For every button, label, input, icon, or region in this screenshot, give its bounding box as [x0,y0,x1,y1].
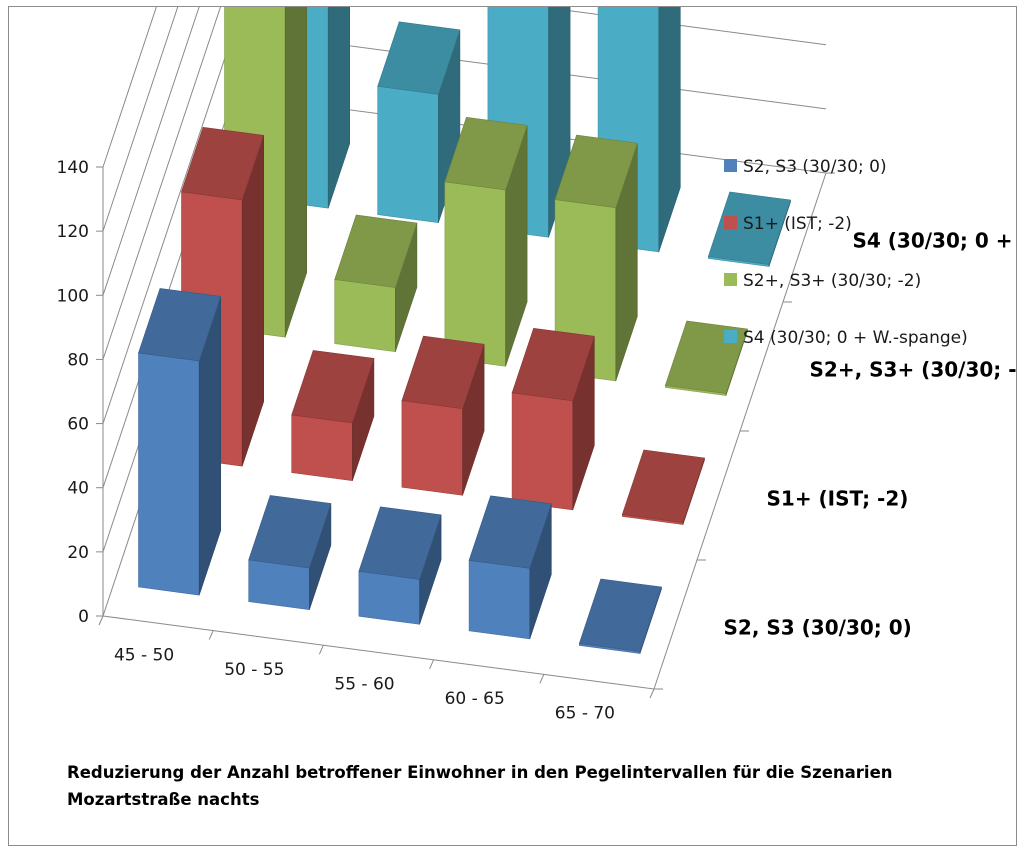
bar [578,578,662,654]
caption-line-2: Mozartstraße nachts [67,790,260,809]
x-tick-mark [539,674,545,684]
depth-label: S1+ (IST; -2) [767,487,909,511]
gridline [102,7,221,360]
bar [511,327,595,511]
bar [358,506,442,625]
y-tick-label: 20 [67,543,89,563]
legend: S2, S3 (30/30; 0) S1+ (IST; -2) S2+, S3+ (… [724,157,968,348]
caption-line-1: Reduzierung der Anzahl betroffener Einwo… [67,763,893,782]
chart-frame: 0 20 40 60 80 100 120 140 45 - 50 50 - 55 55 - 60… [8,6,1019,846]
gridline [102,7,179,232]
x-tick-label: 55 - 60 [334,675,394,695]
bar [401,335,485,496]
x-tick-labels: 45 - 50 50 - 55 55 - 60 60 - 65 65 - 70 [98,615,655,724]
x-tick-mark [98,615,104,626]
y-tick-label: 40 [67,479,89,499]
chart-bars [138,7,791,654]
y-tick-label: 60 [67,415,89,435]
legend-item: S2, S3 (30/30; 0) [724,157,887,177]
y-tick-label: 140 [57,158,89,178]
x-tick-mark [318,644,324,655]
gridline [102,7,243,424]
depth-label: S2, S3 (30/30; 0) [724,616,912,640]
legend-label: S4 (30/30; 0 + W.-spange) [743,328,968,348]
x-tick-mark [208,630,214,640]
legend-item: S4 (30/30; 0 + W.-spange) [724,328,968,348]
bar [707,191,791,267]
bar [248,495,332,611]
gridline [102,7,200,296]
y-tick-label: 100 [57,286,89,306]
x-tick-mark [429,659,435,670]
legend-swatch [724,330,737,343]
legend-label: S1+ (IST; -2) [743,214,852,234]
legend-swatch [724,216,737,229]
depth-label: S4 (30/30; 0 + W.-... [853,229,1019,253]
bar [621,449,705,525]
x-tick-mark [649,688,655,699]
bar [377,21,461,224]
x-tick-label: 50 - 55 [224,660,284,680]
y-tick-label: 120 [57,222,89,242]
depth-axis-labels: S2, S3 (30/30; 0) S1+ (IST; -2) S2+, S3+ (… [654,172,1019,690]
legend-label: S2+, S3+ (30/30; -2) [743,271,921,291]
chart-caption: Reduzierung der Anzahl betroffener Einwo… [67,759,1007,813]
legend-item: S1+ (IST; -2) [724,214,852,234]
legend-item: S2+, S3+ (30/30; -2) [724,271,921,291]
x-tick-label: 60 - 65 [445,689,505,709]
chart-plot: 0 20 40 60 80 100 120 140 45 - 50 50 - 55 55 - 60… [57,7,1019,724]
bar [334,214,418,353]
legend-label: S2, S3 (30/30; 0) [743,157,887,177]
bar [138,288,222,596]
depth-label: S2+, S3+ (30/30; -2) [810,358,1019,382]
y-tick-label: 0 [78,607,89,627]
x-tick-label: 65 - 70 [555,704,615,724]
bar [444,116,528,367]
x-tick-label: 45 - 50 [114,645,174,665]
legend-swatch [724,273,737,286]
legend-swatch [724,159,737,172]
bar [468,495,552,640]
y-tick-label: 80 [67,350,89,370]
bar [554,134,638,382]
y-tick-labels: 0 20 40 60 80 100 120 140 [57,158,103,627]
bar [291,350,375,482]
